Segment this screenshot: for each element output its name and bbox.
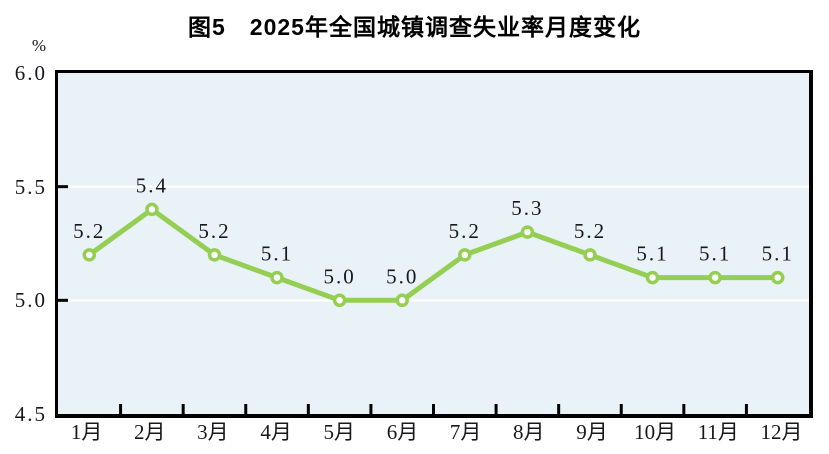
x-axis-label: 12月	[760, 420, 803, 444]
data-point-label: 5.1	[636, 242, 668, 266]
data-point-label: 5.4	[136, 173, 168, 197]
x-axis-label: 1月	[70, 420, 103, 444]
data-point-marker	[332, 293, 347, 308]
data-point-label: 5.2	[73, 219, 105, 243]
x-axis-label: 3月	[197, 420, 229, 444]
x-axis-label: 7月	[449, 420, 482, 444]
data-point-label: 5.2	[198, 219, 230, 243]
data-point-marker	[82, 248, 97, 262]
data-point-marker	[395, 293, 409, 308]
data-point-label: 5.3	[511, 196, 543, 220]
data-point-marker	[583, 248, 597, 262]
data-point-marker	[458, 248, 472, 262]
y-axis-label: 5.5	[14, 174, 47, 199]
data-point-marker	[270, 270, 284, 285]
plot-area: 5.2 5.4 5.2 5.1 5.0 5.0 5.2 5.3 5.2 5.1 5.1 5.1	[55, 70, 813, 418]
x-axis-label: 9月	[576, 420, 608, 444]
y-axis-label: 4.5	[14, 402, 47, 426]
data-point-marker	[207, 248, 222, 262]
data-point-marker	[708, 270, 722, 285]
data-point-label: 5.2	[449, 219, 481, 243]
y-axis-label: 6.0	[14, 61, 47, 85]
data-point-marker	[645, 270, 660, 285]
x-axis-label: 11月	[697, 420, 739, 444]
data-point-label: 5.0	[323, 264, 355, 288]
y-axis-unit-label: %	[31, 36, 46, 55]
x-axis-label: 5月	[323, 420, 356, 444]
line-series	[86, 206, 781, 303]
x-axis-label: 10月	[634, 420, 677, 444]
data-point-marker	[145, 202, 159, 217]
y-axis-label: 5.0	[14, 288, 47, 313]
x-axis-label: 4月	[260, 420, 292, 444]
chart-title: 图5 2025年全国城镇调查失业率月度变化	[188, 14, 641, 40]
x-axis-label: 6月	[386, 420, 419, 444]
data-point-label: 5.1	[261, 242, 293, 266]
data-point-label: 5.0	[386, 264, 418, 288]
x-axis-label: 8月	[513, 420, 545, 444]
data-point-label: 5.1	[762, 242, 794, 266]
data-point-marker	[520, 225, 535, 239]
data-point-label: 5.2	[574, 219, 606, 243]
data-point-marker	[770, 270, 785, 285]
x-axis: 1月 2月 3月 4月 5月 6月 7月 8月 9月 10月 11月 12月	[55, 420, 813, 444]
data-point-label: 5.1	[699, 242, 731, 266]
x-axis-label: 2月	[134, 420, 166, 444]
